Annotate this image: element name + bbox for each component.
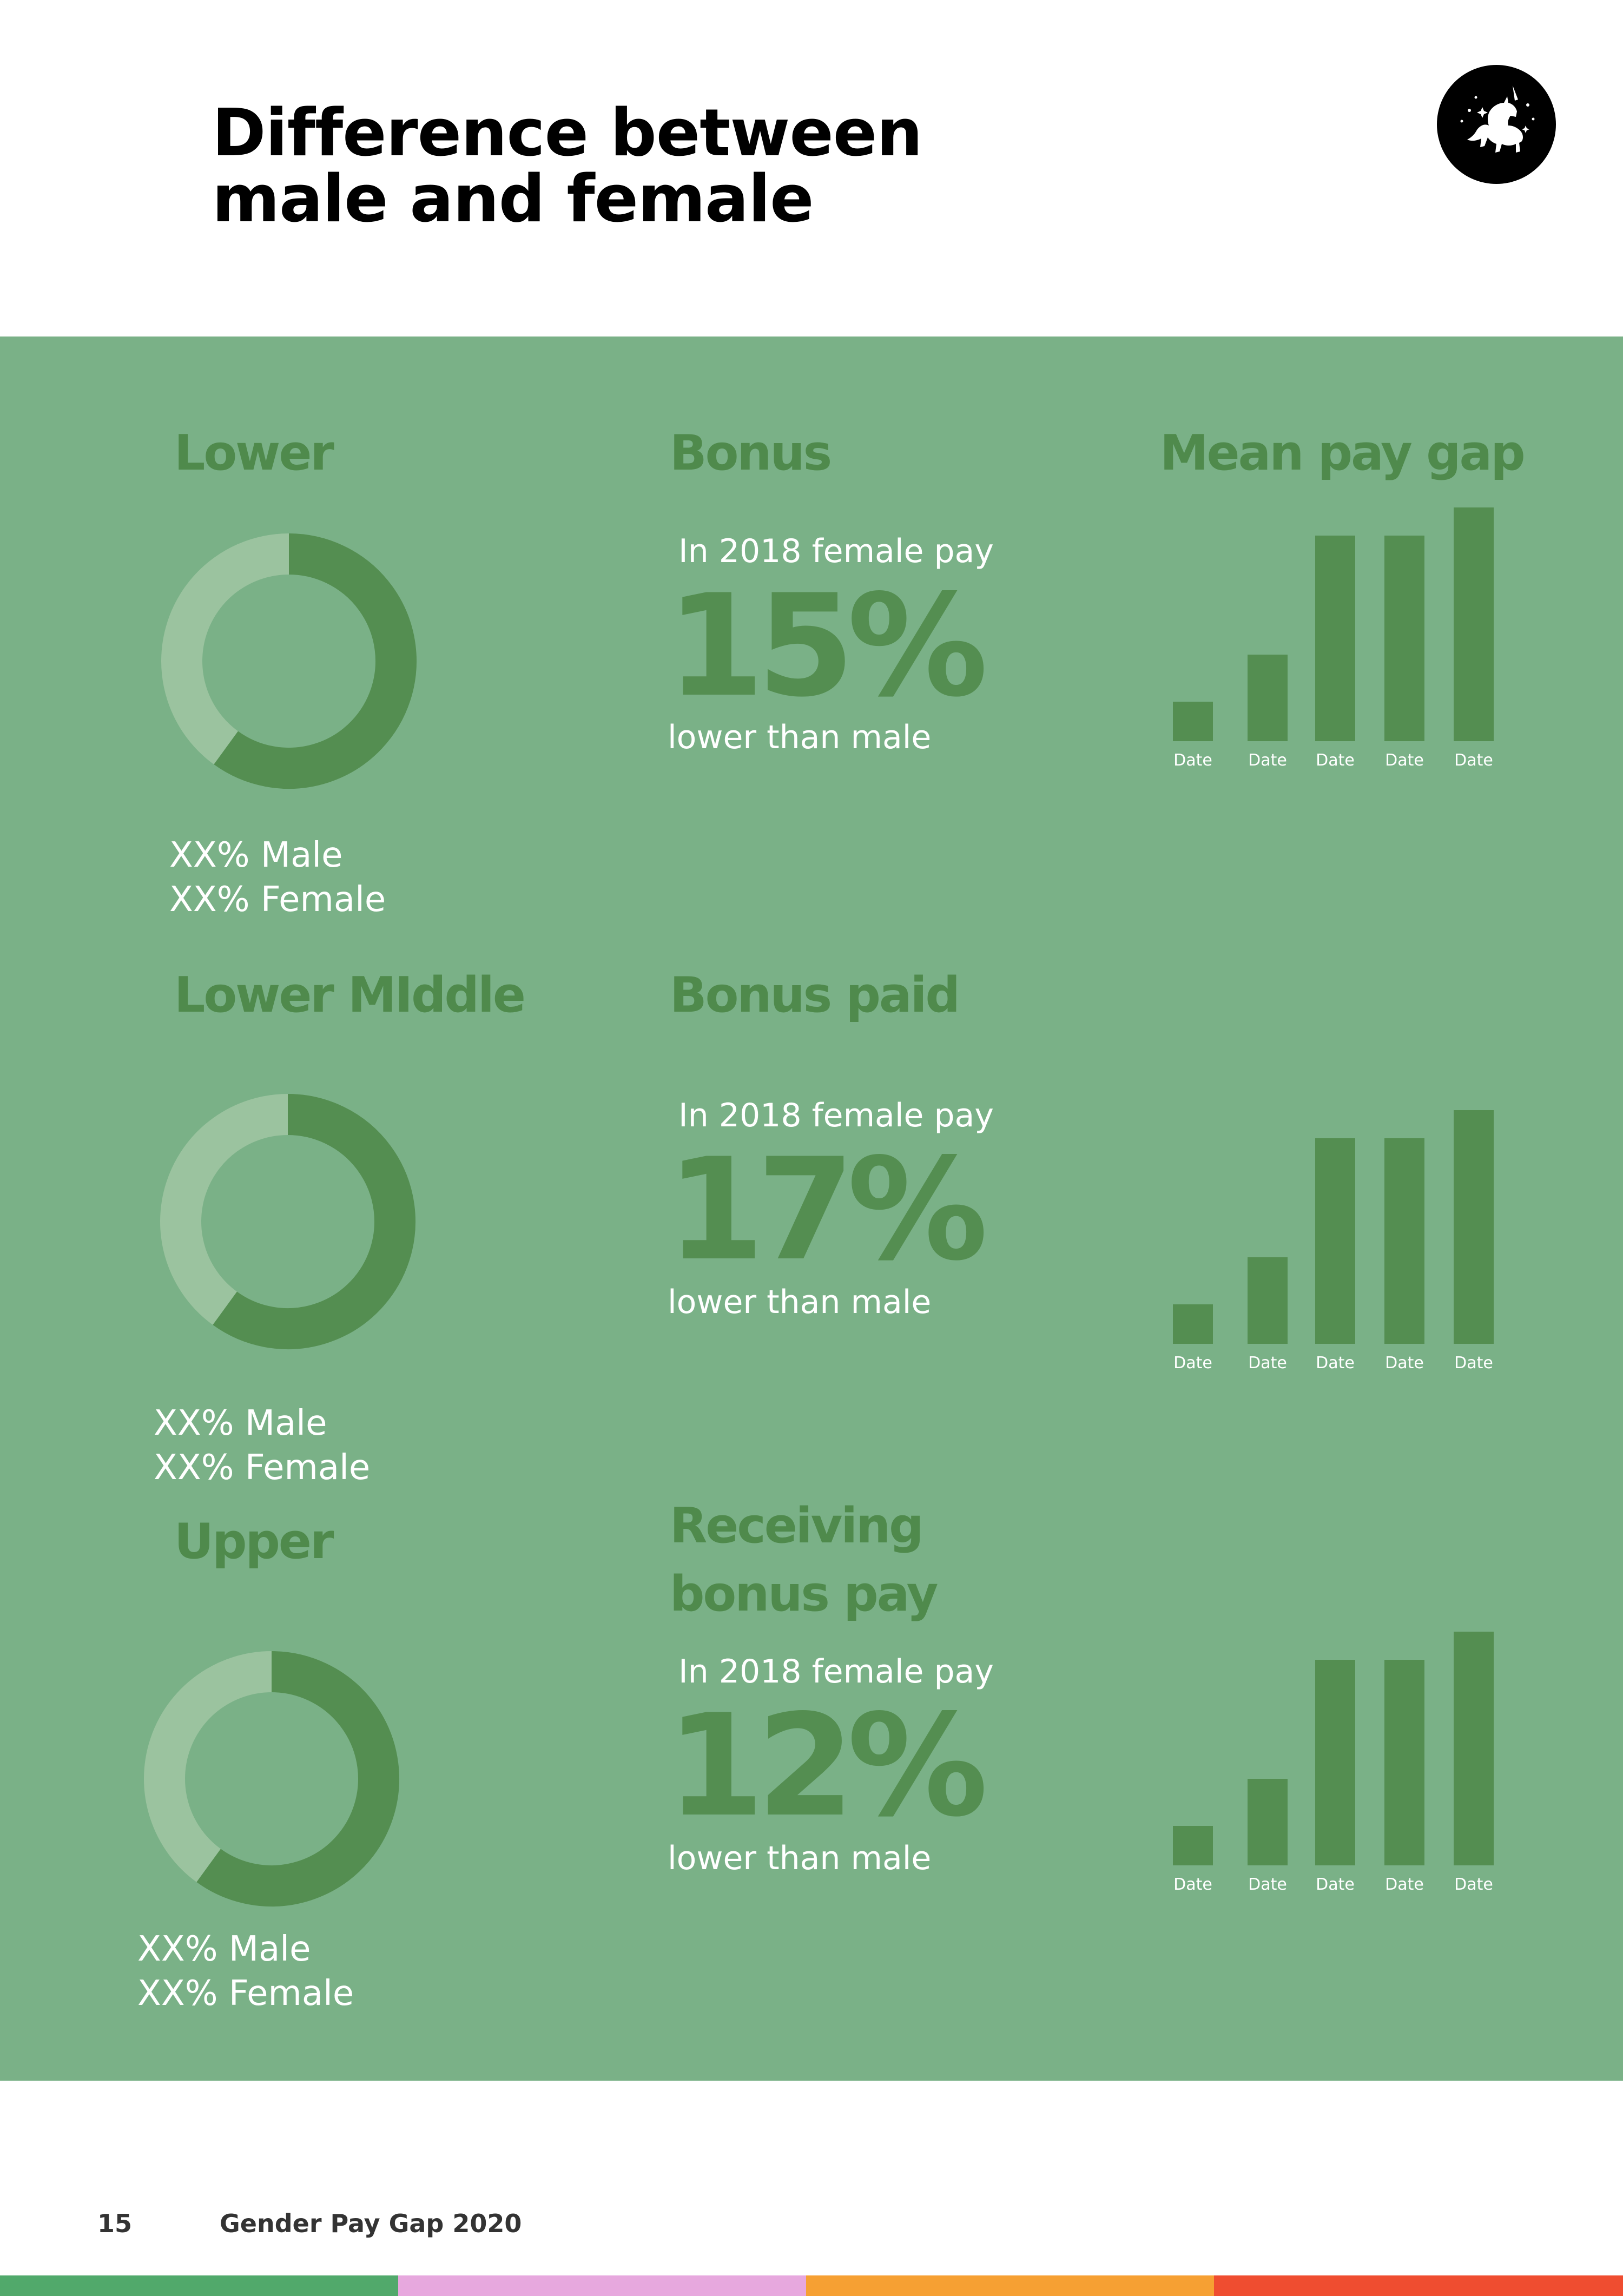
bar-chart-2: Date Date Date Date Date	[1163, 1110, 1509, 1381]
chart-bar	[1248, 655, 1288, 741]
stat-intro: In 2018 female pay	[678, 1653, 994, 1691]
donut-chart-lower-middle	[160, 1094, 415, 1349]
chart-bar	[1454, 1110, 1494, 1344]
page-title-line-2: male and female	[212, 162, 814, 237]
page-number: 15	[97, 2209, 133, 2238]
chart-bar	[1173, 1304, 1213, 1344]
bar-tick-label: Date	[1385, 1875, 1424, 1894]
bar-tick-label: Date	[1316, 1875, 1355, 1894]
footer-stripe-red	[1214, 2275, 1623, 2296]
stat-intro: In 2018 female pay	[678, 532, 994, 570]
bar-tick-label: Date	[1385, 1354, 1424, 1373]
bar-tick-label: Date	[1316, 751, 1355, 770]
page-title-line-1: Difference between	[212, 96, 923, 171]
footer-stripe-pink	[398, 2275, 806, 2296]
chart-bar	[1173, 701, 1213, 741]
bar-tick-label: Date	[1454, 1354, 1493, 1373]
donut-segment-female	[144, 1651, 272, 1882]
bar-chart-3: Date Date Date Date Date	[1163, 1632, 1509, 1902]
section-label-bonus: Bonus	[670, 425, 832, 481]
donut-segment-male	[213, 1094, 415, 1349]
bar-tick-label: Date	[1173, 751, 1212, 770]
bar-chart-1: Date Date Date Date Date	[1163, 507, 1509, 778]
legend-female: XX% Female	[154, 1448, 371, 1488]
legend-male: XX% Male	[154, 1403, 327, 1443]
section-label-upper: Upper	[174, 1513, 334, 1570]
section-label-mean-pay-gap: Mean pay gap	[1160, 425, 1526, 481]
bar-tick-label: Date	[1173, 1354, 1212, 1373]
legend-male: XX% Male	[137, 1929, 311, 1969]
unicorn-icon	[1460, 85, 1535, 153]
legend-lower: XX% Male XX% Female	[169, 833, 386, 922]
bar-tick-label: Date	[1316, 1354, 1355, 1373]
legend-lower-middle: XX% Male XX% Female	[154, 1401, 370, 1490]
bar-tick-label: Date	[1454, 751, 1493, 770]
donut-chart-lower	[161, 533, 417, 789]
section-label-receiving-bonus-pay: Receiving bonus pay	[670, 1492, 938, 1628]
stat-outro: lower than male	[668, 718, 932, 756]
legend-male: XX% Male	[169, 835, 343, 875]
chart-bar	[1454, 1632, 1494, 1865]
legend-female: XX% Female	[169, 880, 386, 920]
legend-female: XX% Female	[137, 1974, 354, 2014]
section-label-bonus-paid: Bonus paid	[670, 967, 960, 1024]
legend-upper: XX% Male XX% Female	[137, 1927, 354, 2016]
footer-stripe-orange	[806, 2275, 1214, 2296]
donut-segment-male	[214, 533, 417, 789]
stat-percentage: 17%	[667, 1129, 988, 1292]
stat-percentage: 12%	[667, 1685, 988, 1848]
chart-bar	[1173, 1825, 1213, 1865]
section-label-line-2: bonus pay	[670, 1566, 938, 1622]
donut-chart-upper	[144, 1651, 399, 1906]
donut-segment-female	[161, 533, 289, 764]
page-title: Difference between male and female	[212, 96, 923, 237]
chart-bar	[1454, 507, 1494, 741]
bar-tick-label: Date	[1248, 751, 1287, 770]
bar-tick-label: Date	[1248, 1875, 1287, 1894]
donut-segment-female	[160, 1094, 288, 1325]
stat-percentage: 15%	[667, 565, 988, 728]
bar-tick-label: Date	[1248, 1354, 1287, 1373]
chart-bar	[1384, 1659, 1424, 1865]
bar-tick-label: Date	[1454, 1875, 1493, 1894]
chart-bar	[1315, 1138, 1355, 1344]
company-logo	[1437, 65, 1556, 184]
section-label-lower: Lower	[174, 425, 334, 481]
chart-bar	[1248, 1257, 1288, 1344]
stat-intro: In 2018 female pay	[678, 1097, 994, 1134]
bar-tick-label: Date	[1173, 1875, 1212, 1894]
bar-tick-label: Date	[1385, 751, 1424, 770]
stat-outro: lower than male	[668, 1283, 932, 1321]
section-label-line-1: Receiving	[670, 1497, 924, 1554]
donut-segment-male	[196, 1651, 399, 1906]
chart-bar	[1248, 1779, 1288, 1865]
chart-bar	[1315, 1659, 1355, 1865]
chart-bar	[1315, 535, 1355, 741]
section-label-lower-middle: Lower MIddle	[174, 967, 526, 1024]
chart-bar	[1384, 535, 1424, 741]
stat-outro: lower than male	[668, 1839, 932, 1877]
chart-bar	[1384, 1138, 1424, 1344]
document-title: Gender Pay Gap 2020	[220, 2209, 522, 2238]
footer-stripe-green	[0, 2275, 398, 2296]
